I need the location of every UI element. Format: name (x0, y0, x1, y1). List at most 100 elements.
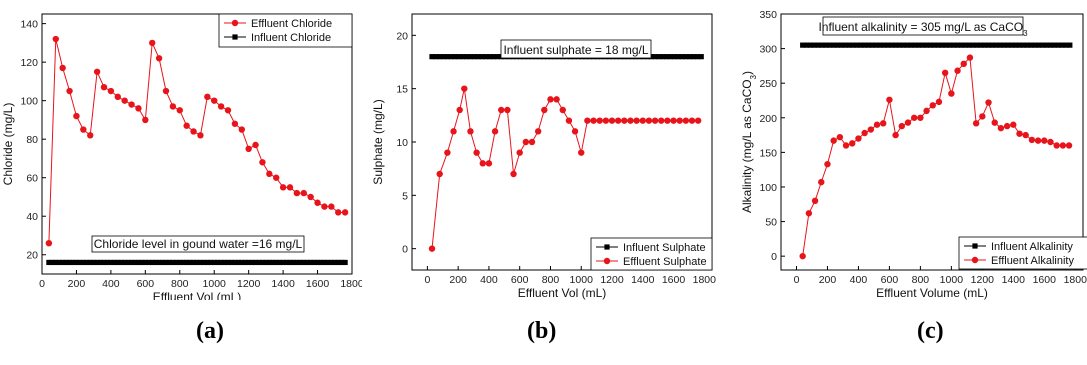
data-point (908, 42, 914, 48)
data-point (690, 54, 697, 60)
data-point (162, 87, 170, 95)
data-point (993, 42, 999, 48)
data-point (805, 210, 813, 217)
y-axis-title: Chloride (mg/L) (1, 103, 15, 186)
data-point (66, 87, 73, 95)
y-tick-label: 300 (759, 44, 777, 56)
data-point (297, 259, 303, 266)
data-point (807, 42, 814, 48)
data-point (428, 245, 436, 252)
data-point (1003, 122, 1011, 130)
data-point (912, 42, 918, 48)
data-point (803, 42, 810, 48)
data-point (318, 259, 324, 266)
x-tick-label: 400 (850, 274, 868, 286)
data-point (494, 54, 500, 60)
data-point (664, 54, 670, 60)
data-point (958, 42, 965, 48)
data-point (194, 259, 200, 266)
data-point (1028, 42, 1034, 48)
y-axis-title: Alkalinity (mg/L as CaCO3) (740, 71, 758, 213)
data-point (842, 142, 850, 149)
data-point (311, 259, 317, 266)
data-point (979, 113, 986, 120)
data-point (608, 117, 616, 124)
data-point (896, 42, 903, 48)
data-point (225, 259, 231, 266)
data-point (682, 117, 690, 124)
data-point (308, 259, 314, 266)
data-point (1032, 42, 1038, 48)
data-point (886, 96, 893, 103)
data-point (87, 132, 94, 139)
data-point (954, 67, 961, 74)
data-point (155, 55, 163, 62)
data-point (444, 149, 451, 156)
x-tick-label: 1600 (1033, 274, 1057, 286)
data-point (941, 69, 949, 77)
series-influent (800, 42, 1073, 48)
data-point (602, 117, 610, 124)
x-tick-label: 1000 (203, 278, 227, 290)
data-point (217, 103, 225, 110)
data-point (184, 259, 190, 266)
data-point (1022, 131, 1029, 139)
data-point (66, 259, 73, 266)
data-point (831, 42, 837, 48)
data-point (1009, 42, 1015, 48)
data-point (923, 42, 930, 48)
x-tick-label: 1600 (662, 274, 686, 286)
data-point (694, 54, 700, 60)
data-point (541, 106, 548, 114)
y-axis-title: Sulphate (mg/L) (371, 99, 385, 184)
data-point (652, 54, 658, 60)
y-tick-label: 80 (26, 134, 38, 146)
data-point (639, 117, 646, 124)
data-point (339, 259, 345, 266)
data-point (836, 133, 844, 141)
x-tick-label: 800 (542, 274, 560, 286)
data-point (256, 259, 262, 266)
data-point (1051, 42, 1057, 48)
data-point (483, 54, 489, 60)
data-point (850, 42, 856, 48)
data-point (559, 106, 566, 114)
data-point (335, 209, 342, 216)
data-point (1047, 42, 1054, 48)
data-point (889, 42, 895, 48)
x-tick-label: 800 (171, 278, 189, 290)
legend-label: Influent Chloride (251, 32, 331, 44)
data-point (328, 259, 334, 266)
data-point (893, 42, 899, 48)
data-point (830, 137, 837, 144)
data-point (286, 184, 294, 191)
data-point (1020, 42, 1026, 48)
x-tick-label: 1400 (271, 278, 295, 290)
data-point (142, 259, 148, 266)
data-point (985, 42, 992, 48)
data-point (571, 128, 579, 135)
data-point (460, 54, 466, 60)
y-tick-label: 5 (402, 190, 408, 202)
series-effluent (428, 85, 702, 252)
data-point (173, 259, 179, 266)
data-point (304, 259, 310, 266)
data-point (954, 42, 961, 48)
data-point (341, 209, 349, 216)
data-point (163, 259, 169, 266)
data-point (156, 259, 162, 266)
x-tick-label: 0 (794, 274, 800, 286)
data-point (877, 42, 883, 48)
data-point (111, 259, 117, 266)
legend-marker (972, 243, 978, 249)
x-tick-label: 400 (480, 274, 498, 286)
data-point (818, 178, 825, 186)
data-point (100, 83, 108, 91)
data-point (1024, 42, 1030, 48)
data-point (1067, 42, 1073, 48)
data-point (881, 42, 887, 48)
data-point (232, 259, 238, 266)
data-point (1040, 42, 1046, 48)
data-point (135, 105, 142, 112)
data-point (962, 42, 968, 48)
